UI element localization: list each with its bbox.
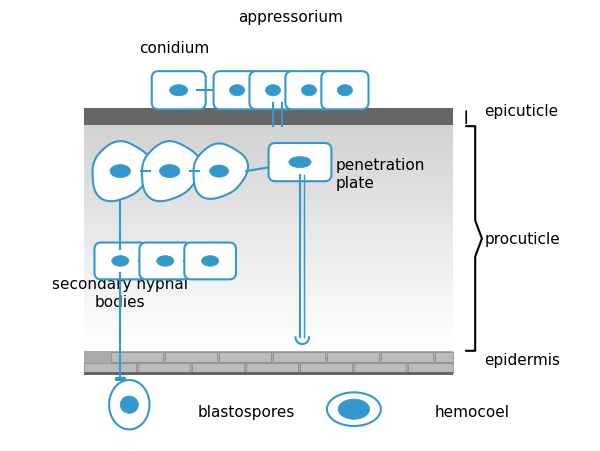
- Ellipse shape: [327, 392, 381, 426]
- Ellipse shape: [265, 86, 281, 97]
- Text: hemocoel: hemocoel: [435, 404, 510, 419]
- FancyBboxPatch shape: [322, 72, 368, 110]
- Ellipse shape: [202, 256, 219, 267]
- Bar: [85, 178, 453, 187]
- Polygon shape: [109, 380, 149, 429]
- Text: procuticle: procuticle: [484, 231, 560, 246]
- Ellipse shape: [170, 86, 188, 97]
- Bar: [246, 363, 298, 373]
- Bar: [354, 363, 406, 373]
- Bar: [85, 313, 453, 321]
- Bar: [85, 372, 453, 376]
- Bar: [85, 261, 453, 269]
- Bar: [219, 352, 271, 362]
- Bar: [85, 171, 453, 179]
- Bar: [408, 363, 453, 373]
- FancyBboxPatch shape: [286, 72, 332, 110]
- Text: bodies: bodies: [95, 294, 146, 309]
- Bar: [85, 238, 453, 246]
- FancyBboxPatch shape: [184, 243, 236, 280]
- Bar: [85, 201, 453, 209]
- Bar: [85, 245, 453, 254]
- Bar: [85, 320, 453, 329]
- Bar: [85, 126, 453, 134]
- Ellipse shape: [160, 165, 180, 178]
- Text: epidermis: epidermis: [484, 353, 560, 368]
- Bar: [327, 352, 379, 362]
- Ellipse shape: [301, 86, 317, 97]
- Bar: [85, 253, 453, 262]
- Bar: [85, 343, 453, 351]
- Ellipse shape: [289, 157, 311, 168]
- Bar: [112, 352, 163, 362]
- Polygon shape: [142, 142, 201, 202]
- Text: plate: plate: [336, 175, 375, 190]
- Polygon shape: [194, 144, 248, 199]
- Bar: [85, 230, 453, 239]
- Text: penetration: penetration: [336, 157, 425, 172]
- FancyBboxPatch shape: [152, 72, 206, 110]
- Bar: [85, 223, 453, 231]
- Bar: [165, 352, 217, 362]
- Bar: [85, 133, 453, 142]
- Bar: [85, 335, 453, 344]
- Bar: [85, 268, 453, 276]
- Ellipse shape: [337, 86, 353, 97]
- Ellipse shape: [112, 256, 129, 267]
- Bar: [85, 328, 453, 336]
- Bar: [85, 276, 453, 284]
- Text: epicuticle: epicuticle: [484, 104, 559, 119]
- FancyBboxPatch shape: [94, 243, 146, 280]
- FancyBboxPatch shape: [85, 109, 453, 127]
- FancyBboxPatch shape: [214, 72, 260, 110]
- Ellipse shape: [110, 165, 131, 178]
- Ellipse shape: [230, 86, 245, 97]
- Ellipse shape: [210, 166, 229, 178]
- Bar: [85, 216, 453, 224]
- Bar: [85, 283, 453, 291]
- FancyBboxPatch shape: [250, 72, 296, 110]
- Bar: [85, 351, 453, 373]
- Bar: [85, 290, 453, 299]
- Text: blastospores: blastospores: [197, 404, 295, 419]
- Bar: [192, 363, 244, 373]
- Bar: [435, 352, 453, 362]
- Bar: [85, 163, 453, 172]
- Bar: [85, 148, 453, 157]
- Bar: [85, 305, 453, 313]
- Bar: [85, 193, 453, 202]
- Bar: [273, 352, 325, 362]
- FancyBboxPatch shape: [269, 144, 331, 182]
- Text: conidium: conidium: [139, 41, 209, 56]
- Bar: [85, 156, 453, 164]
- Bar: [300, 363, 352, 373]
- FancyBboxPatch shape: [85, 127, 453, 351]
- Bar: [85, 298, 453, 306]
- Ellipse shape: [157, 256, 174, 267]
- Bar: [85, 141, 453, 149]
- Text: appressorium: appressorium: [239, 9, 343, 24]
- Bar: [85, 186, 453, 194]
- Bar: [381, 352, 433, 362]
- Polygon shape: [92, 142, 152, 202]
- FancyBboxPatch shape: [139, 243, 191, 280]
- Bar: [85, 208, 453, 216]
- Bar: [138, 363, 190, 373]
- Ellipse shape: [120, 396, 139, 414]
- Text: secondary hyphal: secondary hyphal: [52, 276, 188, 291]
- Bar: [85, 363, 136, 373]
- Ellipse shape: [338, 399, 370, 419]
